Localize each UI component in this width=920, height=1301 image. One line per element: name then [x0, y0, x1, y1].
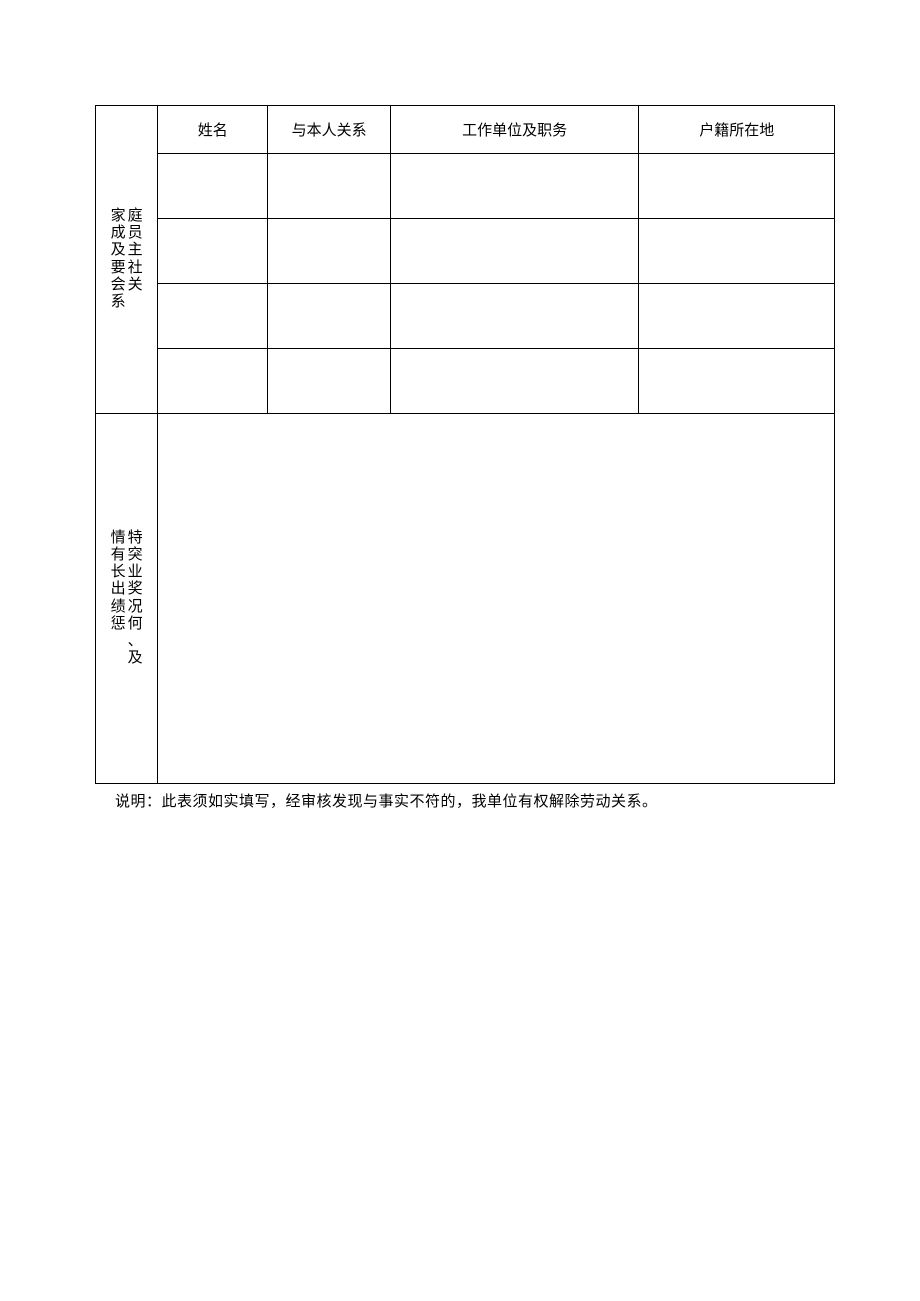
family-cell-residence — [639, 219, 835, 284]
family-label-col1: 庭员主社关 — [128, 208, 143, 312]
family-cell-name — [158, 284, 268, 349]
family-row — [96, 349, 835, 414]
family-cell-name — [158, 154, 268, 219]
family-cell-name — [158, 219, 268, 284]
family-cell-name — [158, 349, 268, 414]
family-header-row: 庭员主社关 家成及要会系 姓名 与本人关系 工作单位及职务 户籍所在地 — [96, 106, 835, 154]
family-cell-work — [390, 349, 639, 414]
family-label-col2: 家成及要会系 — [111, 208, 126, 312]
family-cell-work — [390, 154, 639, 219]
family-cell-relationship — [268, 219, 390, 284]
achievements-content — [158, 414, 835, 784]
header-residence: 户籍所在地 — [639, 106, 835, 154]
family-cell-relationship — [268, 284, 390, 349]
family-cell-residence — [639, 284, 835, 349]
family-cell-work — [390, 219, 639, 284]
form-note: 说明：此表须如实填写，经审核发现与事实不符的，我单位有权解除劳动关系。 — [95, 784, 835, 811]
family-row — [96, 154, 835, 219]
achievements-row: 特突业奖况何、及 情有长出绩惩 — [96, 414, 835, 784]
family-cell-relationship — [268, 154, 390, 219]
family-cell-relationship — [268, 349, 390, 414]
header-name: 姓名 — [158, 106, 268, 154]
achievements-section-label: 特突业奖况何、及 情有长出绩惩 — [96, 414, 158, 784]
family-cell-work — [390, 284, 639, 349]
header-relationship: 与本人关系 — [268, 106, 390, 154]
header-work-position: 工作单位及职务 — [390, 106, 639, 154]
form-table: 庭员主社关 家成及要会系 姓名 与本人关系 工作单位及职务 户籍所在地 — [95, 105, 835, 784]
family-section-label: 庭员主社关 家成及要会系 — [96, 106, 158, 414]
family-cell-residence — [639, 349, 835, 414]
family-cell-residence — [639, 154, 835, 219]
achievements-label-col2: 情有长出绩惩 — [111, 530, 126, 668]
family-row — [96, 284, 835, 349]
achievements-label-col1: 特突业奖况何、及 — [128, 530, 143, 668]
family-row — [96, 219, 835, 284]
